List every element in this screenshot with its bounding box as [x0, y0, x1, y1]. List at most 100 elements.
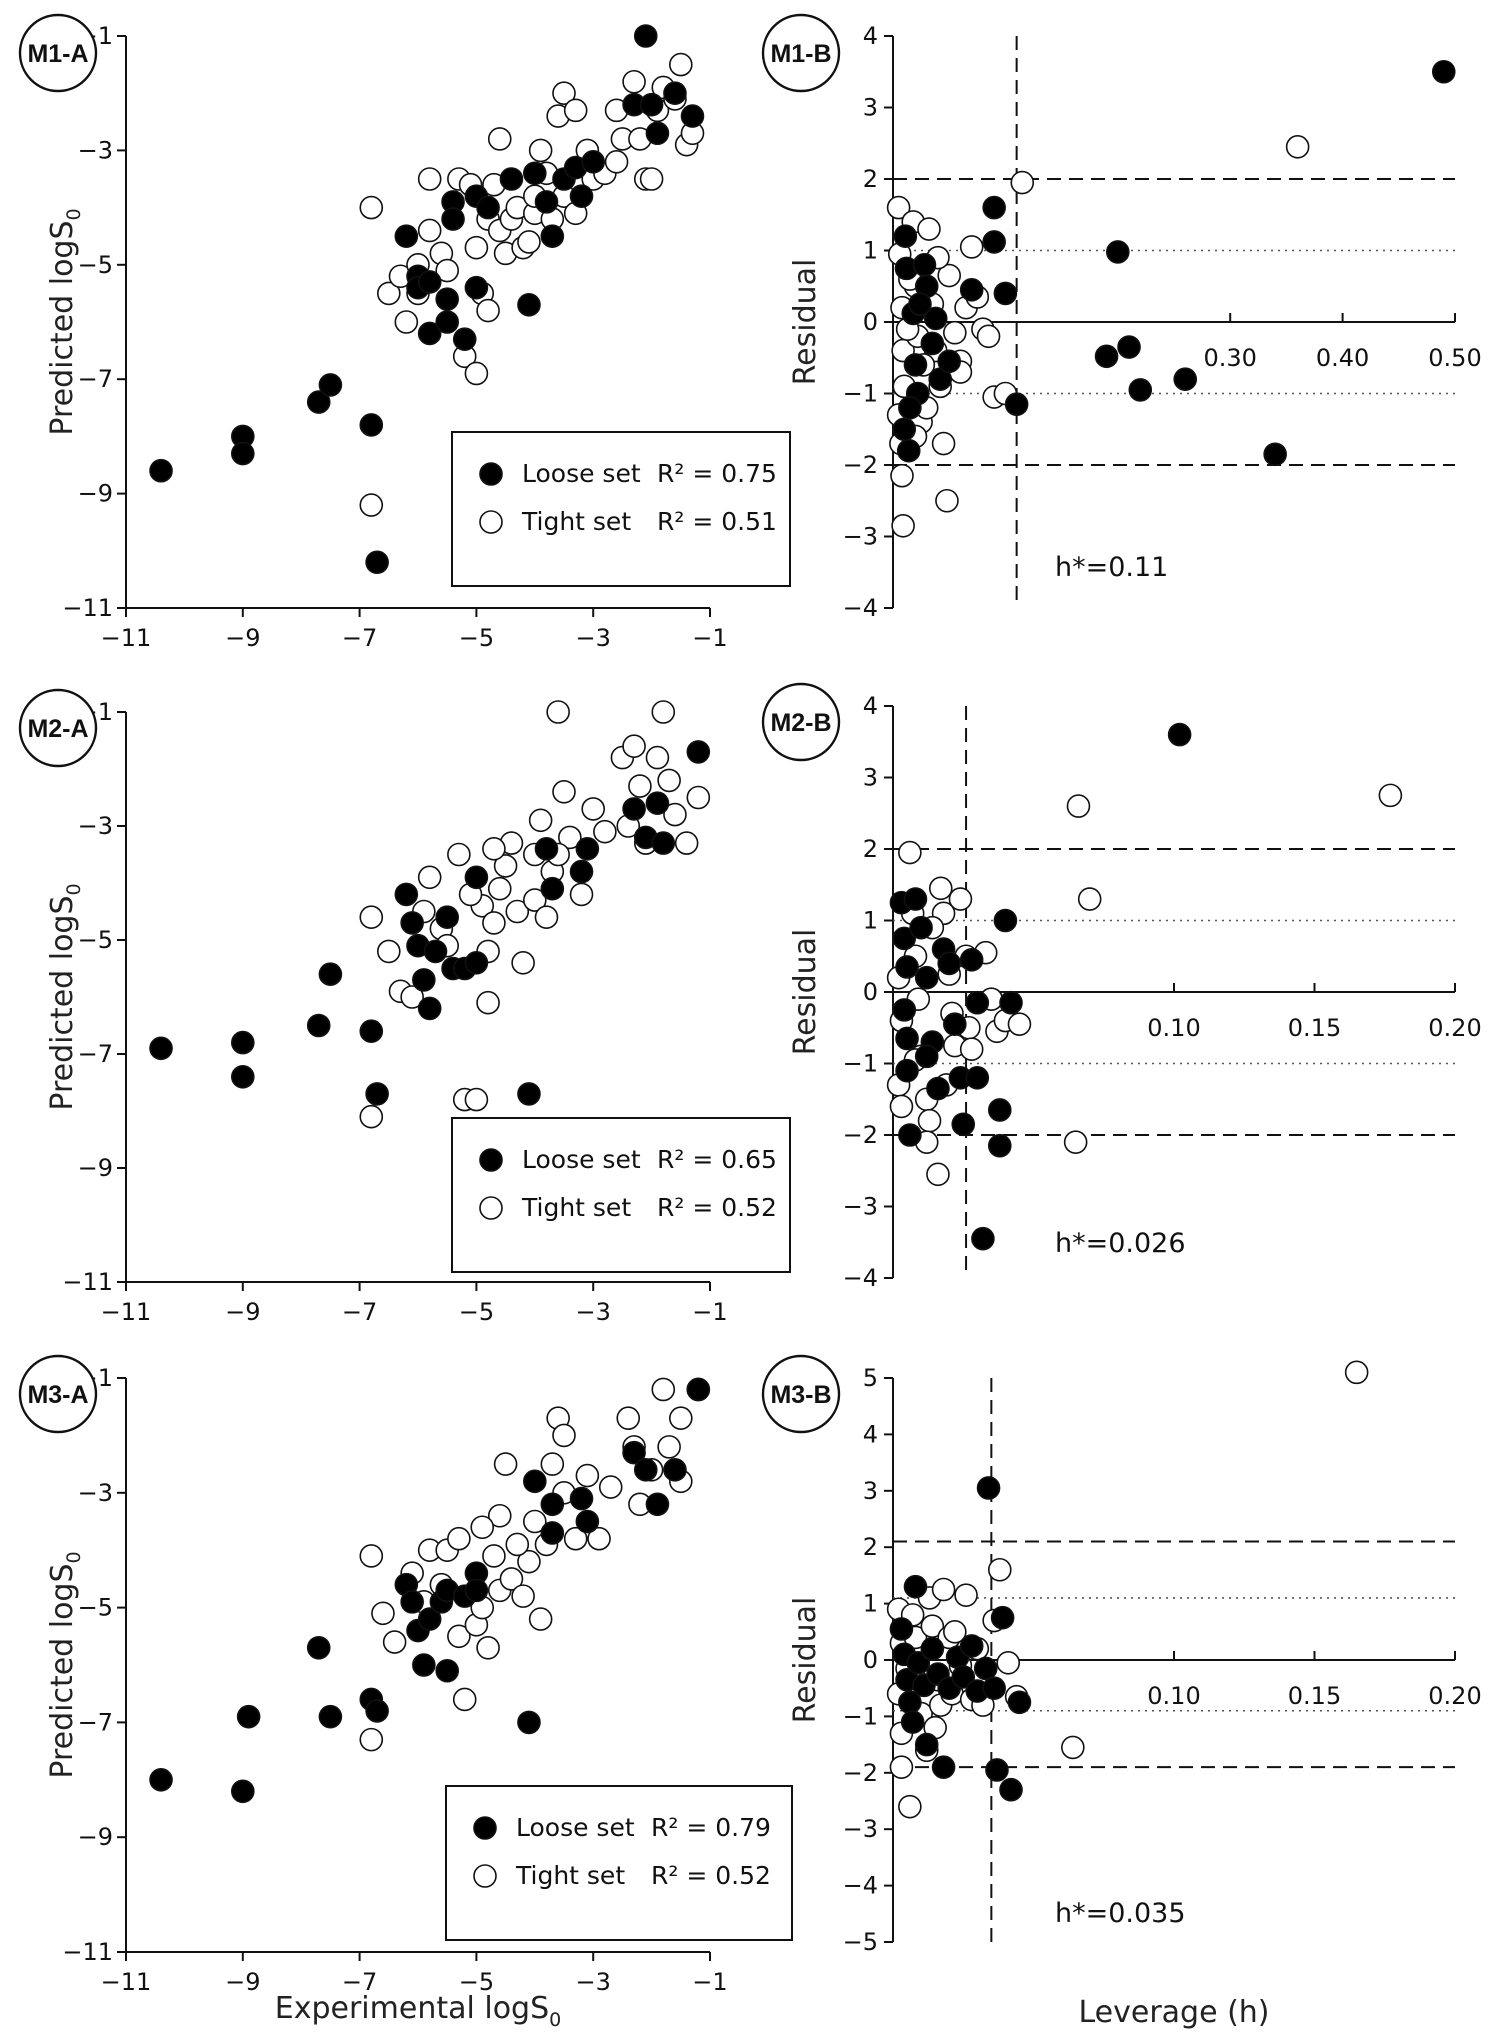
tight-point — [482, 911, 506, 935]
tight-point — [487, 127, 512, 151]
y-tick-label: −11 — [62, 1938, 113, 1966]
loose-point — [892, 926, 917, 951]
tight-point — [593, 819, 617, 844]
h-star-label: h*=0.11 — [1055, 552, 1168, 583]
tight-point — [1077, 887, 1102, 911]
tight-point — [499, 1567, 524, 1591]
series-loose-set — [149, 740, 711, 1106]
y-tick-label: −4 — [843, 1872, 878, 1900]
tight-point — [943, 1620, 967, 1644]
loose-point — [1117, 335, 1141, 359]
tight-point — [552, 81, 576, 105]
loose-point — [982, 230, 1006, 254]
tight-point — [382, 1630, 407, 1654]
loose-point — [937, 349, 962, 374]
tight-point — [517, 1549, 541, 1574]
tight-point — [587, 1526, 611, 1551]
loose-point — [318, 962, 343, 987]
tight-point — [394, 310, 419, 334]
x-tick-label: −7 — [342, 1298, 377, 1326]
loose-point — [435, 905, 460, 930]
panel-m2-b: 4 3 2 1 0 −1 −2 −3 −4 0.10 0.15 0.20 h*=0.026 Residua… — [761, 682, 1482, 1292]
tight-point — [937, 263, 962, 288]
loose-point — [909, 915, 933, 940]
tight-point — [505, 1532, 530, 1557]
series-loose-set — [149, 1377, 711, 1804]
x-tick-label: −7 — [342, 624, 377, 652]
x-tick-label: −5 — [459, 1298, 494, 1326]
x-tick-label: −9 — [225, 624, 260, 652]
loose-point — [914, 1044, 939, 1069]
tight-point — [359, 493, 384, 517]
tight-point — [657, 768, 681, 793]
legend-label: Tight set — [521, 1193, 631, 1222]
tight-point — [1378, 783, 1403, 808]
x-axis-label: Experimental logS0 — [275, 1991, 561, 2031]
loose-point — [231, 441, 255, 466]
legend: Loose set R² = 0.75 Tight set R² = 0.51 — [451, 431, 791, 587]
series-loose-set — [892, 59, 1456, 467]
loose-point — [464, 865, 489, 890]
tight-point — [464, 235, 489, 260]
x-tick-label: 0.20 — [1428, 1682, 1481, 1710]
loose-point — [622, 797, 646, 821]
loose-point — [417, 321, 442, 346]
loose-point — [231, 1779, 255, 1804]
y-tick-label: −5 — [78, 251, 113, 279]
loose-point — [417, 270, 442, 294]
loose-point — [999, 1777, 1023, 1802]
y-tick-label: −1 — [843, 1702, 878, 1730]
loose-point — [452, 327, 477, 351]
tight-point — [976, 324, 1001, 349]
tight-point — [668, 52, 693, 77]
tight-point — [558, 825, 582, 850]
y-axis-label-main: Predicted logS — [45, 220, 80, 435]
tight-point — [898, 1794, 922, 1819]
y-tick-label: −7 — [78, 1708, 113, 1736]
y-tick-label: 1 — [863, 1590, 878, 1618]
loose-point — [903, 1574, 928, 1599]
loose-point — [914, 965, 939, 990]
x-tick-label: −1 — [692, 1968, 727, 1996]
y-axis-label-main: Predicted logS — [45, 1563, 80, 1778]
tight-point — [890, 463, 914, 488]
x-axis-label-sub: 0 — [549, 2009, 561, 2031]
y-axis-label: Predicted logS0 — [45, 208, 85, 435]
loose-point — [476, 195, 500, 220]
x-tick-label: −9 — [225, 1968, 260, 1996]
loose-point — [965, 1066, 990, 1090]
tight-point — [359, 905, 384, 930]
tight-point — [417, 865, 442, 890]
loose-point — [149, 1036, 173, 1061]
loose-point — [951, 1112, 976, 1137]
legend-box — [451, 431, 791, 587]
loose-point — [900, 1710, 925, 1734]
tight-point — [376, 281, 401, 306]
tight-point — [487, 1503, 512, 1528]
tight-point — [552, 779, 576, 804]
tight-point — [926, 1162, 950, 1187]
loose-point — [645, 1492, 670, 1517]
panel-badge-label: M2-A — [27, 715, 88, 743]
panel-badge-circle — [18, 1354, 98, 1434]
loose-point — [569, 859, 594, 884]
tight-point — [447, 842, 471, 867]
tight-point — [493, 854, 518, 878]
loose-point — [959, 278, 984, 302]
loose-point — [993, 281, 1018, 306]
y-tick-label: 2 — [863, 835, 878, 863]
y-tick-label: −11 — [62, 1268, 113, 1296]
panel-badge: M2-B — [761, 682, 841, 762]
tight-point — [917, 1108, 942, 1133]
tight-point — [540, 1452, 565, 1476]
loose-point — [359, 413, 384, 437]
loose-point — [306, 390, 331, 414]
loose-point — [464, 950, 489, 975]
tight-point — [505, 899, 530, 924]
loose-point — [895, 1026, 919, 1051]
loose-point — [318, 373, 343, 397]
loose-point — [895, 955, 919, 979]
loose-point — [231, 1030, 255, 1055]
y-tick-label: 3 — [863, 94, 878, 122]
